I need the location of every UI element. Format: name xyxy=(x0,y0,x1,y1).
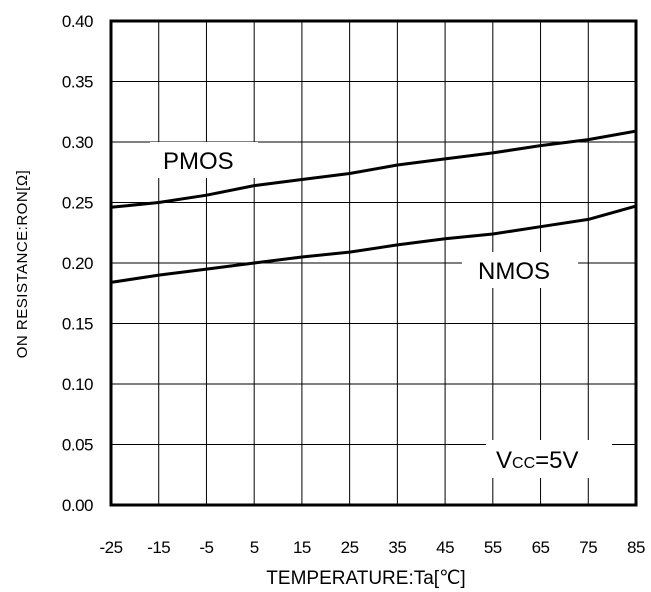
y-tick-label: 0.40 xyxy=(62,12,93,31)
y-axis-title: ON RESISTANCE:RON[Ω] xyxy=(14,170,31,358)
series-label-nmos: NMOS xyxy=(478,258,550,285)
series-line-nmos xyxy=(110,204,637,284)
x-tick-label: 5 xyxy=(250,538,259,557)
y-tick-label: 0.05 xyxy=(62,436,93,455)
x-tick-label: 35 xyxy=(388,538,406,557)
y-tick-labels: 0.00 0.05 0.10 0.15 0.20 0.25 0.30 0.35 0.40 xyxy=(62,12,94,515)
x-tick-label: 85 xyxy=(627,538,645,557)
x-tick-label: -25 xyxy=(99,538,122,557)
x-tick-label: -5 xyxy=(199,538,213,557)
x-tick-label: -15 xyxy=(147,538,170,557)
series-lines xyxy=(110,129,637,284)
y-tick-label: 0.25 xyxy=(62,194,93,213)
x-tick-label: 25 xyxy=(341,538,359,557)
vcc-condition-label: VCC=5V xyxy=(496,447,579,474)
y-tick-label: 0.00 xyxy=(62,496,93,515)
x-tick-label: 75 xyxy=(579,538,597,557)
x-tick-label: 65 xyxy=(532,538,550,557)
vcc-value: =5V xyxy=(535,447,578,474)
x-tick-label: 15 xyxy=(293,538,311,557)
x-axis-title: TEMPERATURE:Ta[℃] xyxy=(266,568,465,589)
pmos-label-bg xyxy=(150,142,258,178)
y-tick-label: 0.20 xyxy=(62,254,93,273)
y-tick-label: 0.30 xyxy=(62,133,93,152)
series-label-pmos: PMOS xyxy=(163,148,234,175)
nmos-label-bg xyxy=(462,252,578,288)
y-tick-label: 0.35 xyxy=(62,73,93,92)
vcc-subscript: CC xyxy=(512,455,535,472)
series-line-pmos xyxy=(110,129,637,209)
plot-frame xyxy=(109,19,638,507)
x-tick-labels: -25 -15 -5 5 15 25 35 45 55 65 75 85 xyxy=(99,538,645,557)
vcc-label-bg xyxy=(486,440,612,478)
vcc-v: V xyxy=(496,447,512,474)
y-tick-label: 0.15 xyxy=(62,315,93,334)
y-tick-label: 0.10 xyxy=(62,375,93,394)
x-tick-label: 55 xyxy=(484,538,502,557)
x-tick-label: 45 xyxy=(436,538,454,557)
